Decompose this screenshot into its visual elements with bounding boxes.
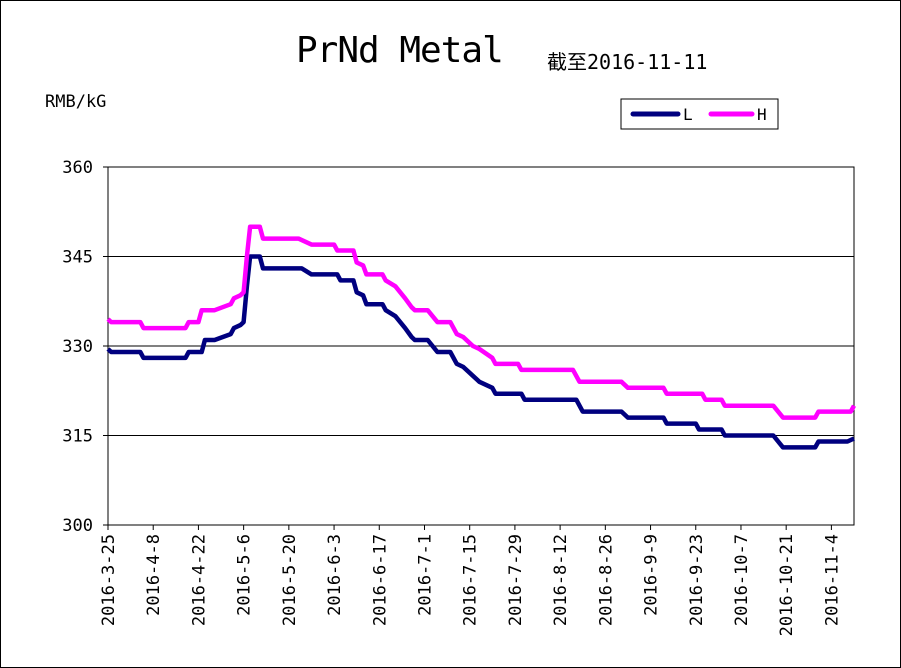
y-tick-label: 360 [62,158,93,178]
x-tick-label: 2016-5-6 [235,534,255,616]
chart-title: PrNd Metal [296,30,504,71]
x-tick-label: 2016-7-15 [461,534,481,626]
x-tick-label: 2016-11-4 [822,534,842,626]
x-tick-label: 2016-4-8 [144,534,164,616]
series-line-l [106,254,855,450]
y-tick-label: 300 [62,516,93,536]
y-axis: 300 315 330 345 360 [62,158,108,536]
x-tick-label: 2016-4-22 [189,534,209,626]
x-tick-label: 2016-5-20 [280,534,300,626]
legend-label-h: H [757,105,767,124]
y-tick-label: 315 [62,427,93,447]
series-lines [106,224,856,450]
y-tick-label: 345 [62,248,93,268]
y-tick-label: 330 [62,337,93,357]
x-tick-label: 2016-7-1 [415,534,435,616]
legend: L H [620,98,779,130]
chart-subtitle: 截至2016-11-11 [547,50,708,74]
series-line-h [106,224,856,420]
x-tick-label: 2016-9-23 [687,534,707,626]
x-tick-label: 2016-9-9 [642,534,662,616]
x-tick-label: 2016-7-29 [506,534,526,626]
gridlines [108,256,854,436]
x-tick-label: 2016-6-17 [370,534,390,626]
x-tick-label: 2016-8-12 [551,534,571,626]
legend-label-l: L [683,105,693,124]
x-tick-label: 2016-3-25 [99,534,119,626]
x-tick-label: 2016-6-3 [325,534,345,616]
x-axis: 2016-3-25 2016-4-8 2016-4-22 2016-5-6 2016-5… [99,525,842,636]
x-tick-label: 2016-8-26 [596,534,616,626]
x-tick-label: 2016-10-7 [732,534,752,626]
x-tick-label: 2016-10-21 [777,534,797,636]
y-axis-unit-label: RMB/kG [45,92,107,112]
